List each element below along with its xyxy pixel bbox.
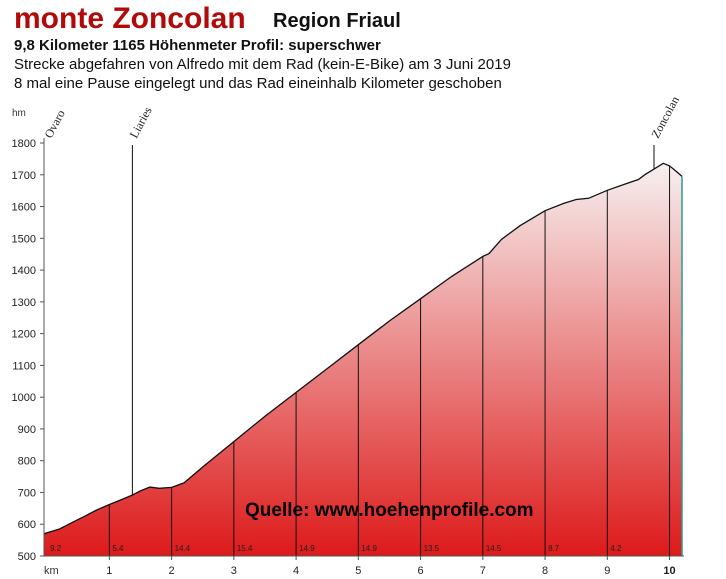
y-tick-label: 1500 xyxy=(12,233,36,245)
segment-gradient-label: 9.2 xyxy=(50,544,62,553)
y-tick-label: 500 xyxy=(18,551,36,563)
y-tick-label: 700 xyxy=(18,487,36,499)
x-tick-label: 9 xyxy=(604,565,610,577)
y-tick-label: 800 xyxy=(18,456,36,468)
y-tick-label: 1300 xyxy=(12,297,36,309)
segment-gradient-label: 14.9 xyxy=(299,544,315,553)
y-tick-label: 1000 xyxy=(12,392,36,404)
segment-gradient-label: 15.4 xyxy=(237,544,253,553)
y-tick-label: 600 xyxy=(18,519,36,531)
x-axis-label: km xyxy=(44,565,59,577)
x-tick-label: 8 xyxy=(542,565,548,577)
y-tick-label: 1700 xyxy=(12,170,36,182)
y-axis-label: hm xyxy=(12,108,26,119)
x-tick-label: 10 xyxy=(663,565,675,577)
y-tick-label: 1600 xyxy=(12,202,36,214)
waypoint-label: Zoncolan xyxy=(648,94,682,141)
segment-gradient-label: 8.7 xyxy=(548,544,560,553)
y-tick-label: 1200 xyxy=(12,329,36,341)
profile-area xyxy=(44,163,682,557)
waypoint-label: Ovaro xyxy=(41,107,67,140)
segment-gradient-label: 4.2 xyxy=(610,544,622,553)
y-tick-label: 1800 xyxy=(12,138,36,150)
segment-gradient-label: 13.5 xyxy=(424,544,440,553)
source-annotation: Quelle: www.hoehenprofile.com xyxy=(245,500,534,521)
segment-gradient-label: 14.4 xyxy=(175,544,191,553)
waypoint-label: Liaries xyxy=(127,104,155,140)
y-tick-label: 1400 xyxy=(12,265,36,277)
x-tick-label: 7 xyxy=(480,565,486,577)
x-tick-label: 1 xyxy=(106,565,112,577)
ride-note: Strecke abgefahren von Alfredo mit dem R… xyxy=(14,56,511,73)
segment-gradient-label: 5.4 xyxy=(112,544,124,553)
x-tick-label: 3 xyxy=(231,565,237,577)
y-tick-label: 1100 xyxy=(12,360,36,372)
x-tick-label: 6 xyxy=(418,565,424,577)
x-tick-label: 5 xyxy=(355,565,361,577)
segment-gradient-label: 14.5 xyxy=(486,544,502,553)
profile-line xyxy=(43,162,683,535)
x-tick-label: 4 xyxy=(293,565,299,577)
page-title: monte Zoncolan xyxy=(14,2,246,35)
y-tick-label: 900 xyxy=(18,424,36,436)
region-label: Region Friaul xyxy=(273,10,401,32)
x-tick-label: 2 xyxy=(169,565,175,577)
route-stats: 9,8 Kilometer 1165 Höhenmeter Profil: su… xyxy=(14,37,381,54)
pause-note: 8 mal eine Pause eingelegt und das Rad e… xyxy=(14,75,502,92)
segment-gradient-label: 14.9 xyxy=(361,544,377,553)
